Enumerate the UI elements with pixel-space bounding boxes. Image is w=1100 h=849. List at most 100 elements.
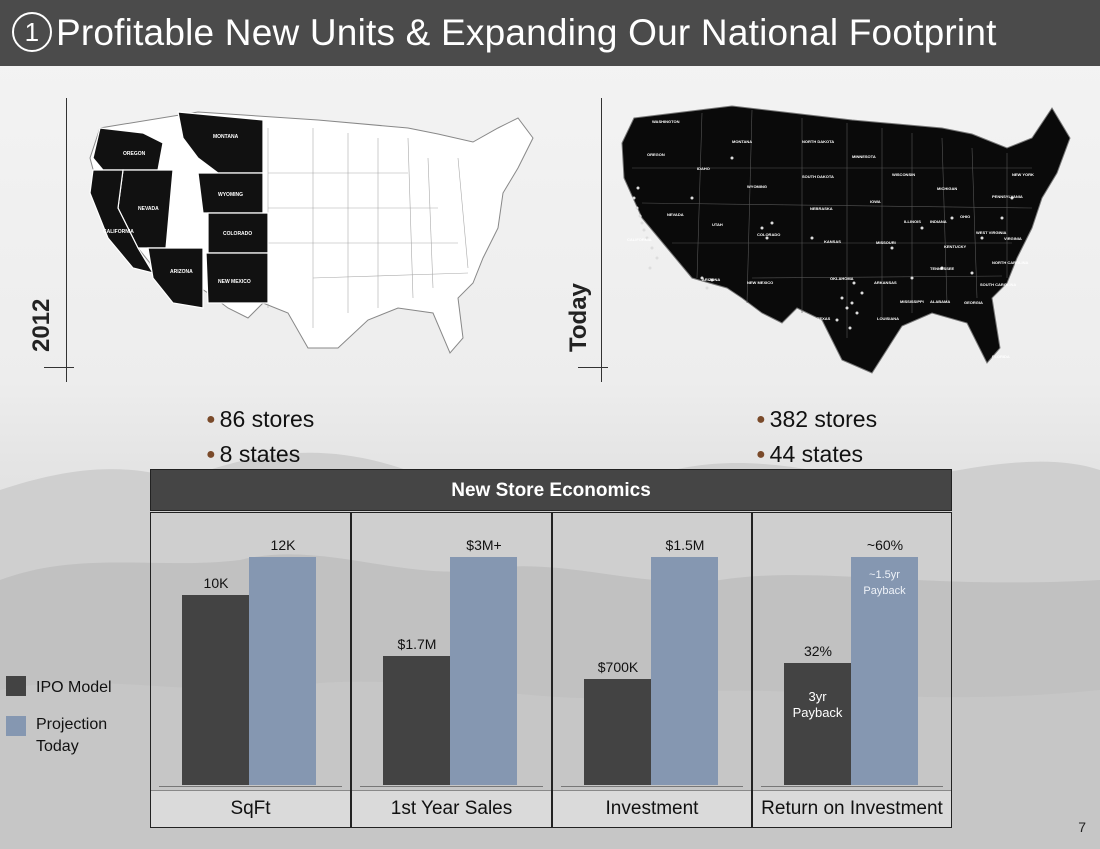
state-label: IOWA: [870, 199, 881, 204]
chart-legend: Projection Today: [6, 714, 126, 758]
bar-projection-today: [450, 557, 517, 785]
right-map-period: Today: [565, 283, 592, 352]
state-label: NEVADA: [138, 206, 159, 212]
chart-panel: $700K $1.5M Investment: [552, 512, 752, 828]
left-map-baseline: [44, 367, 74, 368]
panel-category-label: SqFt: [151, 790, 350, 827]
state-label: ILLINOIS: [904, 219, 921, 224]
state-label: ALABAMA: [930, 299, 950, 304]
economics-title: New Store Economics: [150, 469, 952, 511]
state-label: NORTH CAROLINA: [992, 260, 1029, 265]
bar-projection-today: [249, 557, 316, 785]
state-label: LOUISIANA: [877, 316, 899, 321]
state-label: VIRGINIA: [1004, 236, 1022, 241]
left-map-period: 2012: [28, 298, 55, 352]
state-label: CALIFORNIA: [627, 237, 652, 242]
state-label: TEXAS: [817, 316, 831, 321]
panel-category-label: 1st Year Sales: [352, 790, 551, 827]
state-label: OREGON: [647, 152, 665, 157]
us-map-2012: OREGON MONTANA NEVADA WYOMING CALIFORNIA…: [89, 111, 534, 354]
chart-panel: 10K 12K SqFt: [150, 512, 351, 828]
data-label: 32%: [803, 643, 833, 659]
bar-projection-today: [651, 557, 718, 785]
state-label: WASHINGTON: [652, 119, 680, 124]
state-label: COLORADO: [223, 231, 252, 237]
state-label: NEW MEXICO: [218, 279, 251, 285]
right-map-divider: [601, 98, 602, 382]
bar-ipo-model: [584, 679, 651, 785]
state-label: WEST VIRGINIA: [976, 230, 1007, 235]
state-label: MICHIGAN: [937, 186, 957, 191]
state-label: PENNSYLVANIA: [992, 194, 1023, 199]
panel-axis: [360, 786, 543, 787]
slide-header: 1 Profitable New Units & Expanding Our Na…: [0, 0, 1100, 66]
state-label: UTAH: [712, 222, 723, 227]
state-label: MISSOURI: [876, 240, 896, 245]
data-label: ~60%: [866, 537, 904, 553]
legend-swatch: [6, 716, 26, 736]
legend-swatch: [6, 676, 26, 696]
stat-item: ● 86 stores: [206, 406, 315, 432]
left-stats: ● 86 stores ● 8 states: [206, 402, 314, 472]
state-label: SOUTH CAROLINA: [980, 282, 1016, 287]
us-map-today: WASHINGTON MONTANA NORTH DAKOTA MINNESOT…: [621, 105, 1071, 374]
state-label: NEBRASKA: [810, 206, 833, 211]
state-label: COLORADO: [757, 232, 780, 237]
right-map-baseline: [578, 367, 608, 368]
legend-item-ipo: IPO Model: [6, 676, 112, 697]
title-text: Profitable New Units & Expanding Our Nat…: [56, 12, 997, 53]
state-label: MINNESOTA: [852, 154, 876, 159]
panel-axis: [761, 786, 943, 787]
page-number: 7: [1078, 819, 1086, 835]
bar-ipo-model: [182, 595, 249, 785]
state-label: FLORIDA: [992, 354, 1010, 359]
data-label: $3M+: [466, 537, 502, 553]
state-label: IDAHO: [697, 166, 710, 171]
slide-title: 1 Profitable New Units & Expanding Our Na…: [0, 12, 997, 54]
state-label: MONTANA: [732, 139, 752, 144]
bar-ipo-model: [383, 656, 450, 785]
state-label: ARKANSAS: [874, 280, 897, 285]
state-label: OHIO: [960, 214, 970, 219]
section-number-badge: 1: [12, 12, 52, 52]
state-label: OREGON: [123, 151, 146, 157]
state-label: NEW MEXICO: [747, 280, 773, 285]
panel-axis: [561, 786, 743, 787]
state-label: ARIZONA: [170, 269, 193, 275]
state-label: WYOMING: [747, 184, 767, 189]
left-map-divider: [66, 98, 67, 382]
data-label: 10K: [203, 575, 229, 591]
panel-axis: [159, 786, 342, 787]
stat-item: ● 44 states: [756, 441, 864, 467]
panel-category-label: Investment: [553, 790, 751, 827]
state-label: KENTUCKY: [944, 244, 967, 249]
state-label: SOUTH DAKOTA: [802, 174, 834, 179]
stat-item: ● 8 states: [206, 441, 301, 467]
state-label: WISCONSIN: [892, 172, 915, 177]
state-label: MONTANA: [213, 134, 239, 140]
state-label: WYOMING: [218, 192, 243, 198]
chart-panel: $1.7M $3M+ 1st Year Sales: [351, 512, 552, 828]
state-label: MISSISSIPPI: [900, 299, 924, 304]
state-label: OKLAHOMA: [830, 276, 854, 281]
chart-legend: IPO Model: [6, 676, 112, 697]
data-label: $1.5M: [665, 537, 705, 553]
bar-projection-today: [851, 557, 918, 785]
state-label: NORTH DAKOTA: [802, 139, 834, 144]
payback-note: 3yr Payback: [792, 689, 843, 720]
payback-note: ~1.5yr Payback: [863, 569, 906, 597]
state-label: KANSAS: [824, 239, 841, 244]
state-label: CALIFORNIA: [103, 229, 134, 235]
data-label: 12K: [270, 537, 296, 553]
state-label: NEVADA: [667, 212, 684, 217]
bar-ipo-model: [784, 663, 851, 785]
state-label: ARIZONA: [702, 277, 720, 282]
state-label: GEORGIA: [964, 300, 983, 305]
data-label: $700K: [597, 659, 639, 675]
panel-category-label: Return on Investment: [753, 790, 951, 827]
data-label: $1.7M: [397, 636, 437, 652]
state-label: NEW YORK: [1012, 172, 1034, 177]
state-label: TENNESSEE: [930, 266, 955, 271]
stat-item: ● 382 stores: [756, 406, 878, 432]
legend-item-projection: Projection Today: [6, 714, 126, 758]
